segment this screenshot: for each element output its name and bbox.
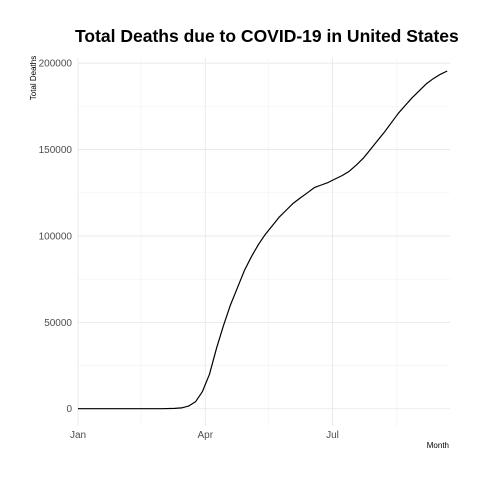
y-tick-label: 100000 (39, 231, 73, 242)
x-tick-labels: Jan Apr Jul (70, 430, 339, 441)
grid (77, 58, 450, 426)
x-tick-label: Jan (70, 430, 86, 441)
x-tick-label: Apr (197, 430, 213, 441)
y-tick-label: 150000 (39, 145, 73, 156)
chart-title: Total Deaths due to COVID-19 in United S… (75, 26, 459, 46)
x-tick-label: Jul (326, 430, 339, 441)
y-tick-label: 0 (66, 404, 72, 415)
y-tick-labels: 0 50000 100000 150000 200000 (39, 59, 73, 416)
y-tick-label: 50000 (44, 318, 72, 329)
series-line (78, 70, 448, 410)
x-axis-title: Month (427, 441, 449, 450)
y-axis-title: Total Deaths (29, 56, 38, 100)
y-tick-label: 200000 (39, 59, 73, 70)
